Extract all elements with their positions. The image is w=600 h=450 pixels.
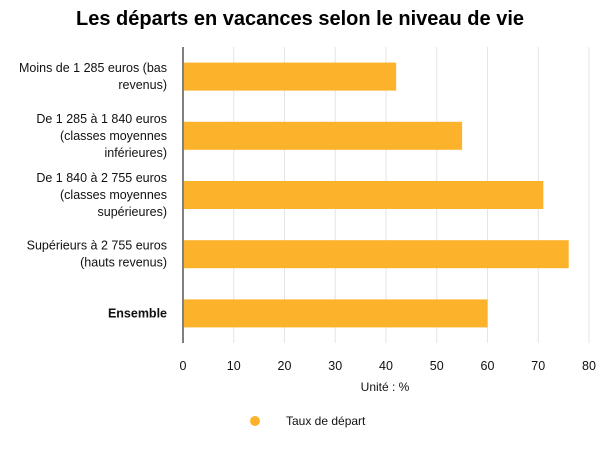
category-label: Supérieurs à 2 755 euros: [27, 239, 167, 253]
bar[interactable]: [184, 121, 463, 150]
x-tick-label: 80: [582, 359, 596, 373]
x-tick-label: 40: [379, 359, 393, 373]
category-label: (classes moyennes: [60, 129, 167, 143]
category-label: De 1 285 à 1 840 euros: [36, 112, 167, 126]
bars: [184, 62, 569, 328]
category-labels: Moins de 1 285 euros (bas revenus) De 1 28…: [19, 61, 167, 320]
x-tick-label: 50: [430, 359, 444, 373]
category-label: De 1 840 à 2 755 euros: [36, 171, 167, 185]
legend[interactable]: Taux de départ: [250, 414, 366, 428]
x-tick-labels: 0 10 20 30 40 50 60 70 80: [180, 359, 596, 373]
x-tick-label: 20: [278, 359, 292, 373]
category-label: supérieures): [98, 205, 167, 219]
bar[interactable]: [184, 240, 569, 269]
x-tick-label: 70: [531, 359, 545, 373]
x-axis-label: Unité : %: [361, 380, 410, 394]
category-label: inférieures): [104, 146, 167, 160]
category-label: Ensemble: [108, 306, 167, 320]
legend-label: Taux de départ: [286, 414, 366, 428]
category-label: revenus): [118, 78, 167, 92]
category-label: Moins de 1 285 euros (bas: [19, 61, 167, 75]
x-tick-label: 30: [328, 359, 342, 373]
chart-title: Les départs en vacances selon le niveau …: [76, 8, 524, 30]
bar[interactable]: [184, 299, 488, 328]
x-tick-label: 0: [180, 359, 187, 373]
legend-marker: [250, 416, 260, 426]
x-tick-label: 60: [481, 359, 495, 373]
bar[interactable]: [184, 62, 397, 91]
x-tick-label: 10: [227, 359, 241, 373]
bar[interactable]: [184, 181, 544, 209]
category-label: (hauts revenus): [80, 256, 167, 270]
category-label: (classes moyennes: [60, 188, 167, 202]
